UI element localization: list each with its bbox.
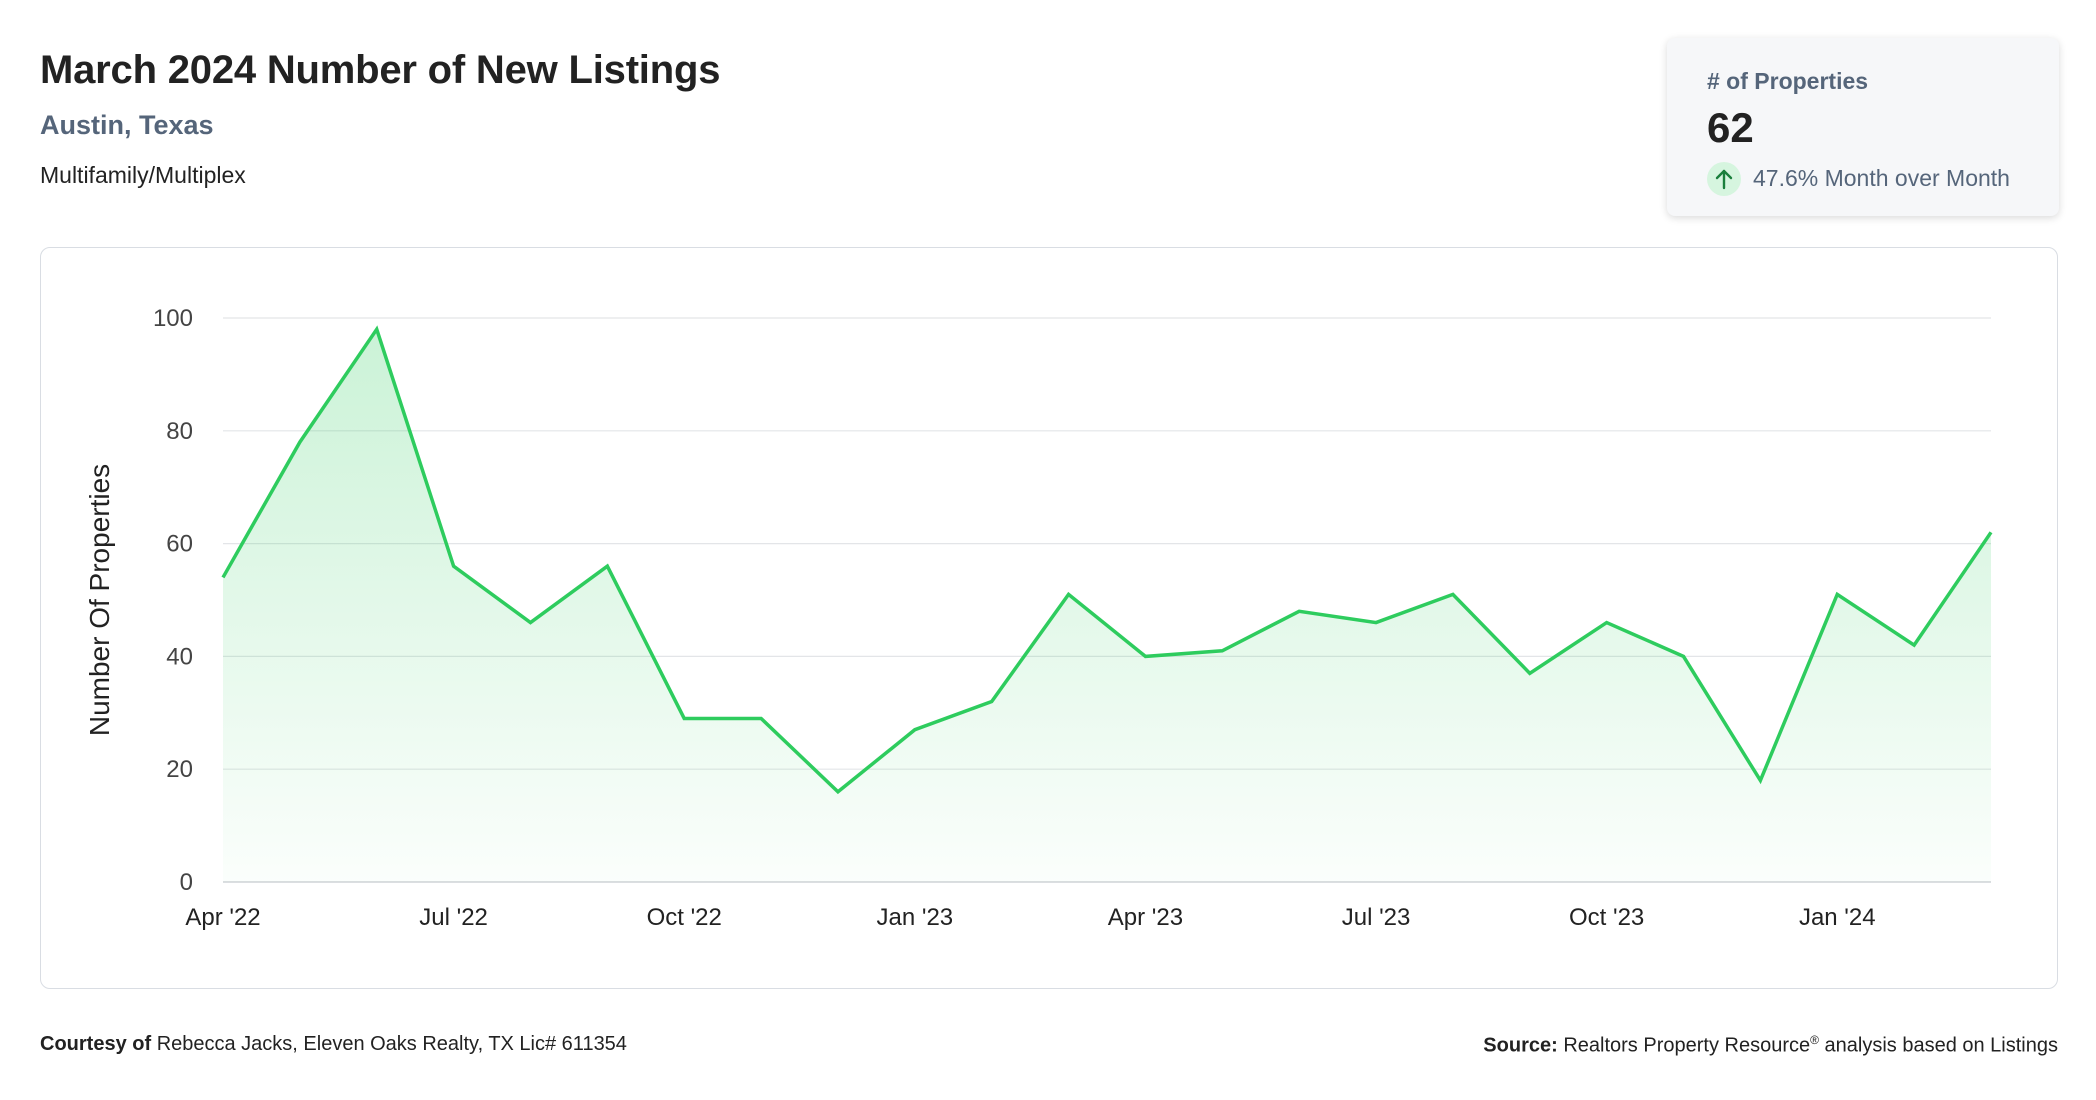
data-point — [912, 727, 918, 733]
data-point — [1219, 648, 1225, 654]
property-type-label: Multifamily/Multiplex — [40, 162, 246, 188]
data-point — [1681, 653, 1687, 659]
chart-card: 0 20 40 60 80 100 Number Of Properties Apr '22 J… — [40, 247, 2058, 989]
data-point — [1527, 670, 1533, 676]
data-point — [1757, 777, 1763, 783]
data-point — [1988, 529, 1994, 535]
y-tick-label: 0 — [180, 869, 193, 896]
data-point — [527, 620, 533, 626]
kpi-change: 47.6% Month over Month — [1753, 165, 2010, 191]
kpi-value: 62 — [1707, 104, 1754, 151]
x-tick-label: Jan '24 — [1799, 904, 1876, 931]
y-tick-label: 80 — [166, 418, 193, 445]
y-axis-label: Number Of Properties — [84, 464, 115, 736]
x-tick-label: Jul '23 — [1342, 904, 1411, 931]
x-tick-label: Oct '22 — [647, 904, 722, 931]
y-tick-label: 20 — [166, 756, 193, 783]
courtesy-text: Rebecca Jacks, Eleven Oaks Realty, TX Li… — [156, 1033, 627, 1055]
y-tick-label: 100 — [153, 305, 193, 332]
y-tick-label: 40 — [166, 643, 193, 670]
data-point — [1066, 591, 1072, 597]
series-line — [221, 325, 1993, 795]
data-point — [1142, 653, 1148, 659]
source-footer: Source: Realtors Property Resource® anal… — [1483, 1033, 2058, 1058]
source-text-suffix: analysis based on Listings — [1818, 1034, 2059, 1057]
x-tick-label: Oct '23 — [1569, 904, 1644, 931]
courtesy-label: Courtesy of — [40, 1033, 152, 1055]
x-tick-label: Jul '22 — [419, 904, 488, 931]
data-point — [451, 563, 457, 569]
courtesy-footer: Courtesy of Rebecca Jacks, Eleven Oaks R… — [40, 1033, 627, 1056]
data-point — [1296, 608, 1302, 614]
source-label: Source: — [1483, 1034, 1558, 1057]
location-label: Austin, Texas — [40, 110, 214, 140]
data-point — [220, 574, 226, 580]
data-point — [604, 563, 610, 569]
kpi-card: # of Properties 62 47.6% Month over Mont… — [1667, 38, 2059, 216]
x-tick-label: Apr '23 — [1108, 904, 1183, 931]
area-fill — [223, 329, 1991, 882]
kpi-label: # of Properties — [1707, 68, 1869, 94]
x-tick-label: Apr '22 — [185, 904, 260, 931]
data-point — [1911, 642, 1917, 648]
data-point — [297, 439, 303, 445]
arrow-up-icon — [1707, 162, 1741, 196]
data-point — [374, 326, 380, 332]
data-point — [1834, 591, 1840, 597]
source-text: Realtors Property Resource — [1563, 1034, 1811, 1057]
line-chart: 0 20 40 60 80 100 Number Of Properties Apr '22 J… — [84, 305, 1994, 931]
data-point — [1450, 591, 1456, 597]
data-point — [989, 699, 995, 705]
data-point — [1604, 620, 1610, 626]
data-point — [681, 715, 687, 721]
data-point — [758, 715, 764, 721]
page-title: March 2024 Number of New Listings — [40, 48, 721, 92]
registered-mark: ® — [1810, 1033, 1819, 1047]
data-point — [1373, 620, 1379, 626]
data-point — [835, 789, 841, 795]
y-tick-label: 60 — [166, 531, 193, 558]
x-tick-label: Jan '23 — [877, 904, 954, 931]
